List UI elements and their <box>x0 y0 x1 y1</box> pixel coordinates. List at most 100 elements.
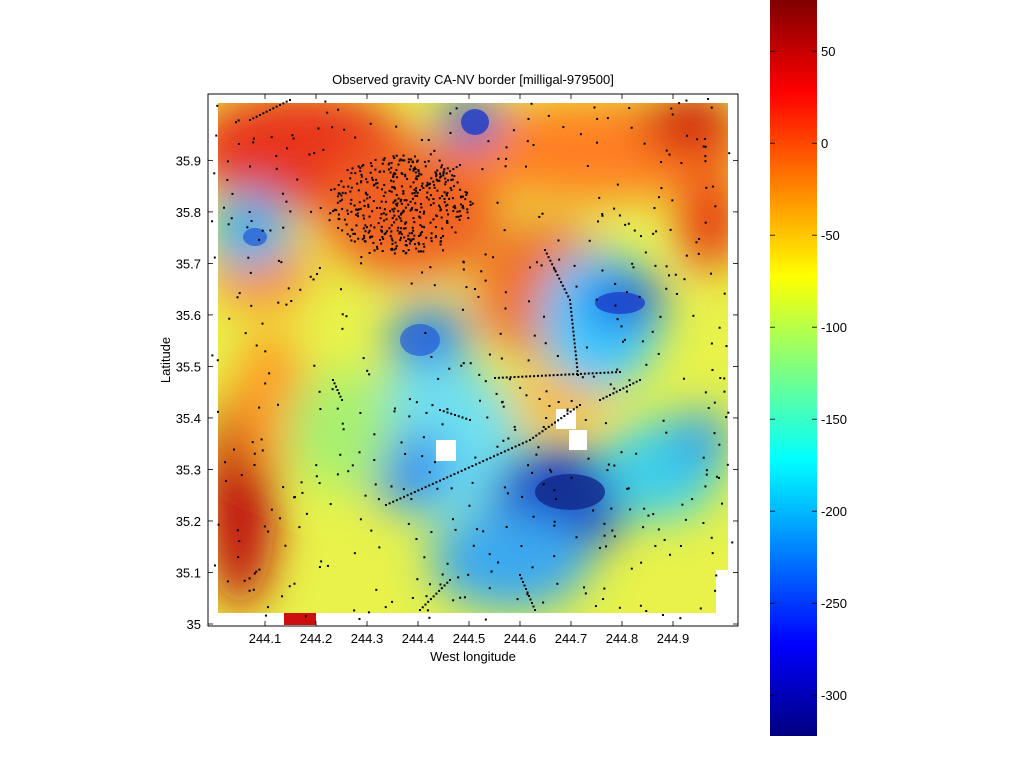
station-point <box>594 605 597 608</box>
station-point <box>525 588 527 590</box>
station-point <box>549 259 552 262</box>
y-tick-label: 35.4 <box>176 411 201 426</box>
station-point <box>304 615 307 618</box>
station-point <box>336 473 339 476</box>
station-point <box>528 266 531 269</box>
station-point <box>537 446 540 449</box>
station-point <box>392 201 395 204</box>
station-point <box>397 163 400 166</box>
station-point <box>400 185 403 188</box>
station-point <box>644 251 647 254</box>
station-point <box>287 287 290 290</box>
station-point <box>423 160 426 163</box>
station-point <box>301 491 304 494</box>
station-point <box>681 503 684 506</box>
station-point <box>393 199 396 202</box>
station-point <box>615 371 618 374</box>
x-axis-label: West longitude <box>430 649 516 664</box>
station-point <box>592 509 595 512</box>
station-point <box>400 212 403 215</box>
station-point <box>442 174 445 177</box>
station-point <box>425 236 428 239</box>
station-point <box>347 185 350 188</box>
station-point <box>213 256 216 259</box>
station-point <box>540 264 543 267</box>
station-point <box>424 332 427 335</box>
station-point <box>442 235 445 238</box>
station-point <box>445 193 448 196</box>
station-point <box>415 189 418 192</box>
station-point <box>462 207 465 210</box>
station-point <box>603 587 606 590</box>
station-point <box>595 141 598 144</box>
station-point <box>414 177 417 180</box>
station-point <box>427 160 430 163</box>
station-point <box>563 414 566 417</box>
station-point <box>372 200 375 203</box>
station-point <box>414 171 417 174</box>
station-point <box>440 166 443 169</box>
station-point <box>704 160 707 163</box>
station-point <box>394 172 397 175</box>
station-point <box>471 465 474 467</box>
station-point <box>446 203 449 206</box>
station-point <box>313 364 316 367</box>
station-point <box>669 228 672 231</box>
station-point <box>554 421 556 424</box>
station-point <box>613 535 616 538</box>
station-point <box>401 159 404 162</box>
station-point <box>531 566 534 569</box>
station-point <box>419 203 422 206</box>
station-point <box>704 391 707 394</box>
station-point <box>345 223 348 226</box>
station-point <box>469 200 472 203</box>
station-point <box>400 233 403 236</box>
station-point <box>390 179 393 182</box>
station-point <box>430 237 433 240</box>
station-point <box>680 161 683 164</box>
station-point <box>571 318 574 321</box>
station-point <box>349 235 352 238</box>
station-point <box>619 389 621 391</box>
station-point <box>556 582 559 585</box>
x-tick-label: 244.2 <box>300 631 333 646</box>
station-point <box>392 500 395 503</box>
blank-margin <box>728 95 737 625</box>
station-point <box>380 188 383 191</box>
station-point <box>457 576 460 579</box>
station-point <box>640 561 643 564</box>
station-point <box>433 149 436 152</box>
station-point <box>601 269 604 272</box>
colorbar-tick-label: -200 <box>821 504 847 519</box>
station-point <box>551 263 554 266</box>
station-point <box>216 104 219 107</box>
station-point <box>451 197 454 200</box>
station-point <box>471 481 474 484</box>
station-point <box>417 489 420 492</box>
station-point <box>413 191 416 194</box>
station-point <box>456 181 459 184</box>
station-point <box>405 199 408 202</box>
station-point <box>408 168 411 171</box>
station-point <box>563 288 566 291</box>
station-point <box>452 599 455 602</box>
station-point <box>574 350 577 353</box>
station-point <box>434 226 437 229</box>
station-point <box>363 205 366 208</box>
station-point <box>453 175 456 178</box>
station-point <box>312 278 315 281</box>
station-point <box>277 301 280 304</box>
station-point <box>347 212 350 215</box>
station-point <box>247 256 250 259</box>
station-point <box>466 211 469 214</box>
station-point <box>556 374 559 376</box>
station-point <box>715 475 718 478</box>
station-point <box>380 242 383 245</box>
station-point <box>560 281 563 284</box>
station-point <box>460 195 463 198</box>
station-point <box>713 432 716 435</box>
station-point <box>291 134 294 137</box>
station-point <box>465 286 468 289</box>
station-point <box>567 295 570 298</box>
station-point <box>449 112 452 115</box>
